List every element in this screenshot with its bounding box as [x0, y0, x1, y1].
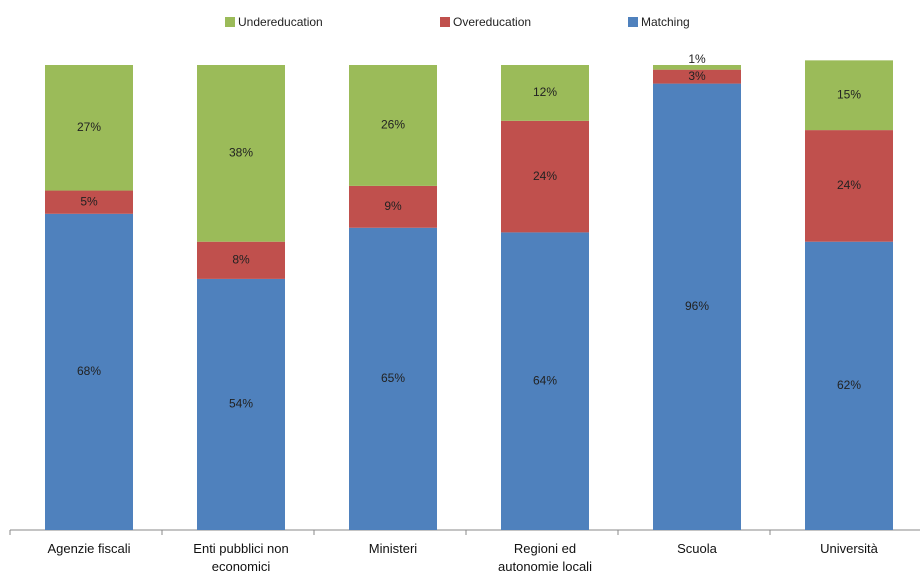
legend-label: Undereducation — [238, 15, 323, 29]
bar-segment — [45, 190, 133, 214]
bar-segment — [501, 232, 589, 530]
data-label: 96% — [685, 299, 709, 313]
data-label: 65% — [381, 371, 405, 385]
data-label: 9% — [384, 199, 402, 213]
data-label: 24% — [837, 178, 861, 192]
bar-segment — [45, 213, 133, 531]
data-label: 8% — [232, 252, 250, 266]
data-label: 3% — [688, 69, 706, 83]
bar-segment — [653, 65, 741, 70]
data-label: 54% — [229, 397, 253, 411]
x-tick-label: Scuola — [677, 541, 717, 556]
bar-segment — [197, 278, 285, 530]
data-label: 26% — [381, 118, 405, 132]
data-label: 15% — [837, 87, 861, 101]
bar-segment — [349, 227, 437, 530]
data-label: 24% — [533, 169, 557, 183]
bar-segment — [805, 60, 893, 131]
bar-segment — [349, 185, 437, 228]
data-label: 68% — [77, 364, 101, 378]
data-label: 12% — [533, 85, 557, 99]
data-label: 38% — [229, 146, 253, 160]
x-tick-label: Enti pubblici non economici — [193, 541, 289, 574]
data-label: 64% — [533, 373, 557, 387]
x-tick-label: Università — [820, 541, 878, 556]
bar-segment — [197, 241, 285, 279]
bar-segment — [197, 65, 285, 242]
data-label: 5% — [80, 194, 98, 208]
x-tick-label: Agenzie fiscali — [47, 541, 131, 556]
data-label: 27% — [77, 120, 101, 134]
bar-segment — [653, 69, 741, 84]
legend-label: Matching — [641, 15, 690, 29]
bar-segment — [349, 65, 437, 186]
bar-segment — [501, 120, 589, 233]
x-tick-label: Ministeri — [368, 541, 418, 556]
legend-swatch — [628, 17, 638, 27]
x-tick-label: Regioni ed autonomie locali — [498, 541, 592, 574]
data-label: 1% — [688, 52, 706, 66]
legend-label: Overeducation — [453, 15, 531, 29]
data-label: 62% — [837, 378, 861, 392]
bar-segment — [45, 65, 133, 191]
bar-segment — [805, 130, 893, 242]
legend-swatch — [225, 17, 235, 27]
bar-segment — [805, 241, 893, 530]
bar-segment — [653, 83, 741, 530]
bar-segment — [501, 65, 589, 121]
legend-swatch — [440, 17, 450, 27]
